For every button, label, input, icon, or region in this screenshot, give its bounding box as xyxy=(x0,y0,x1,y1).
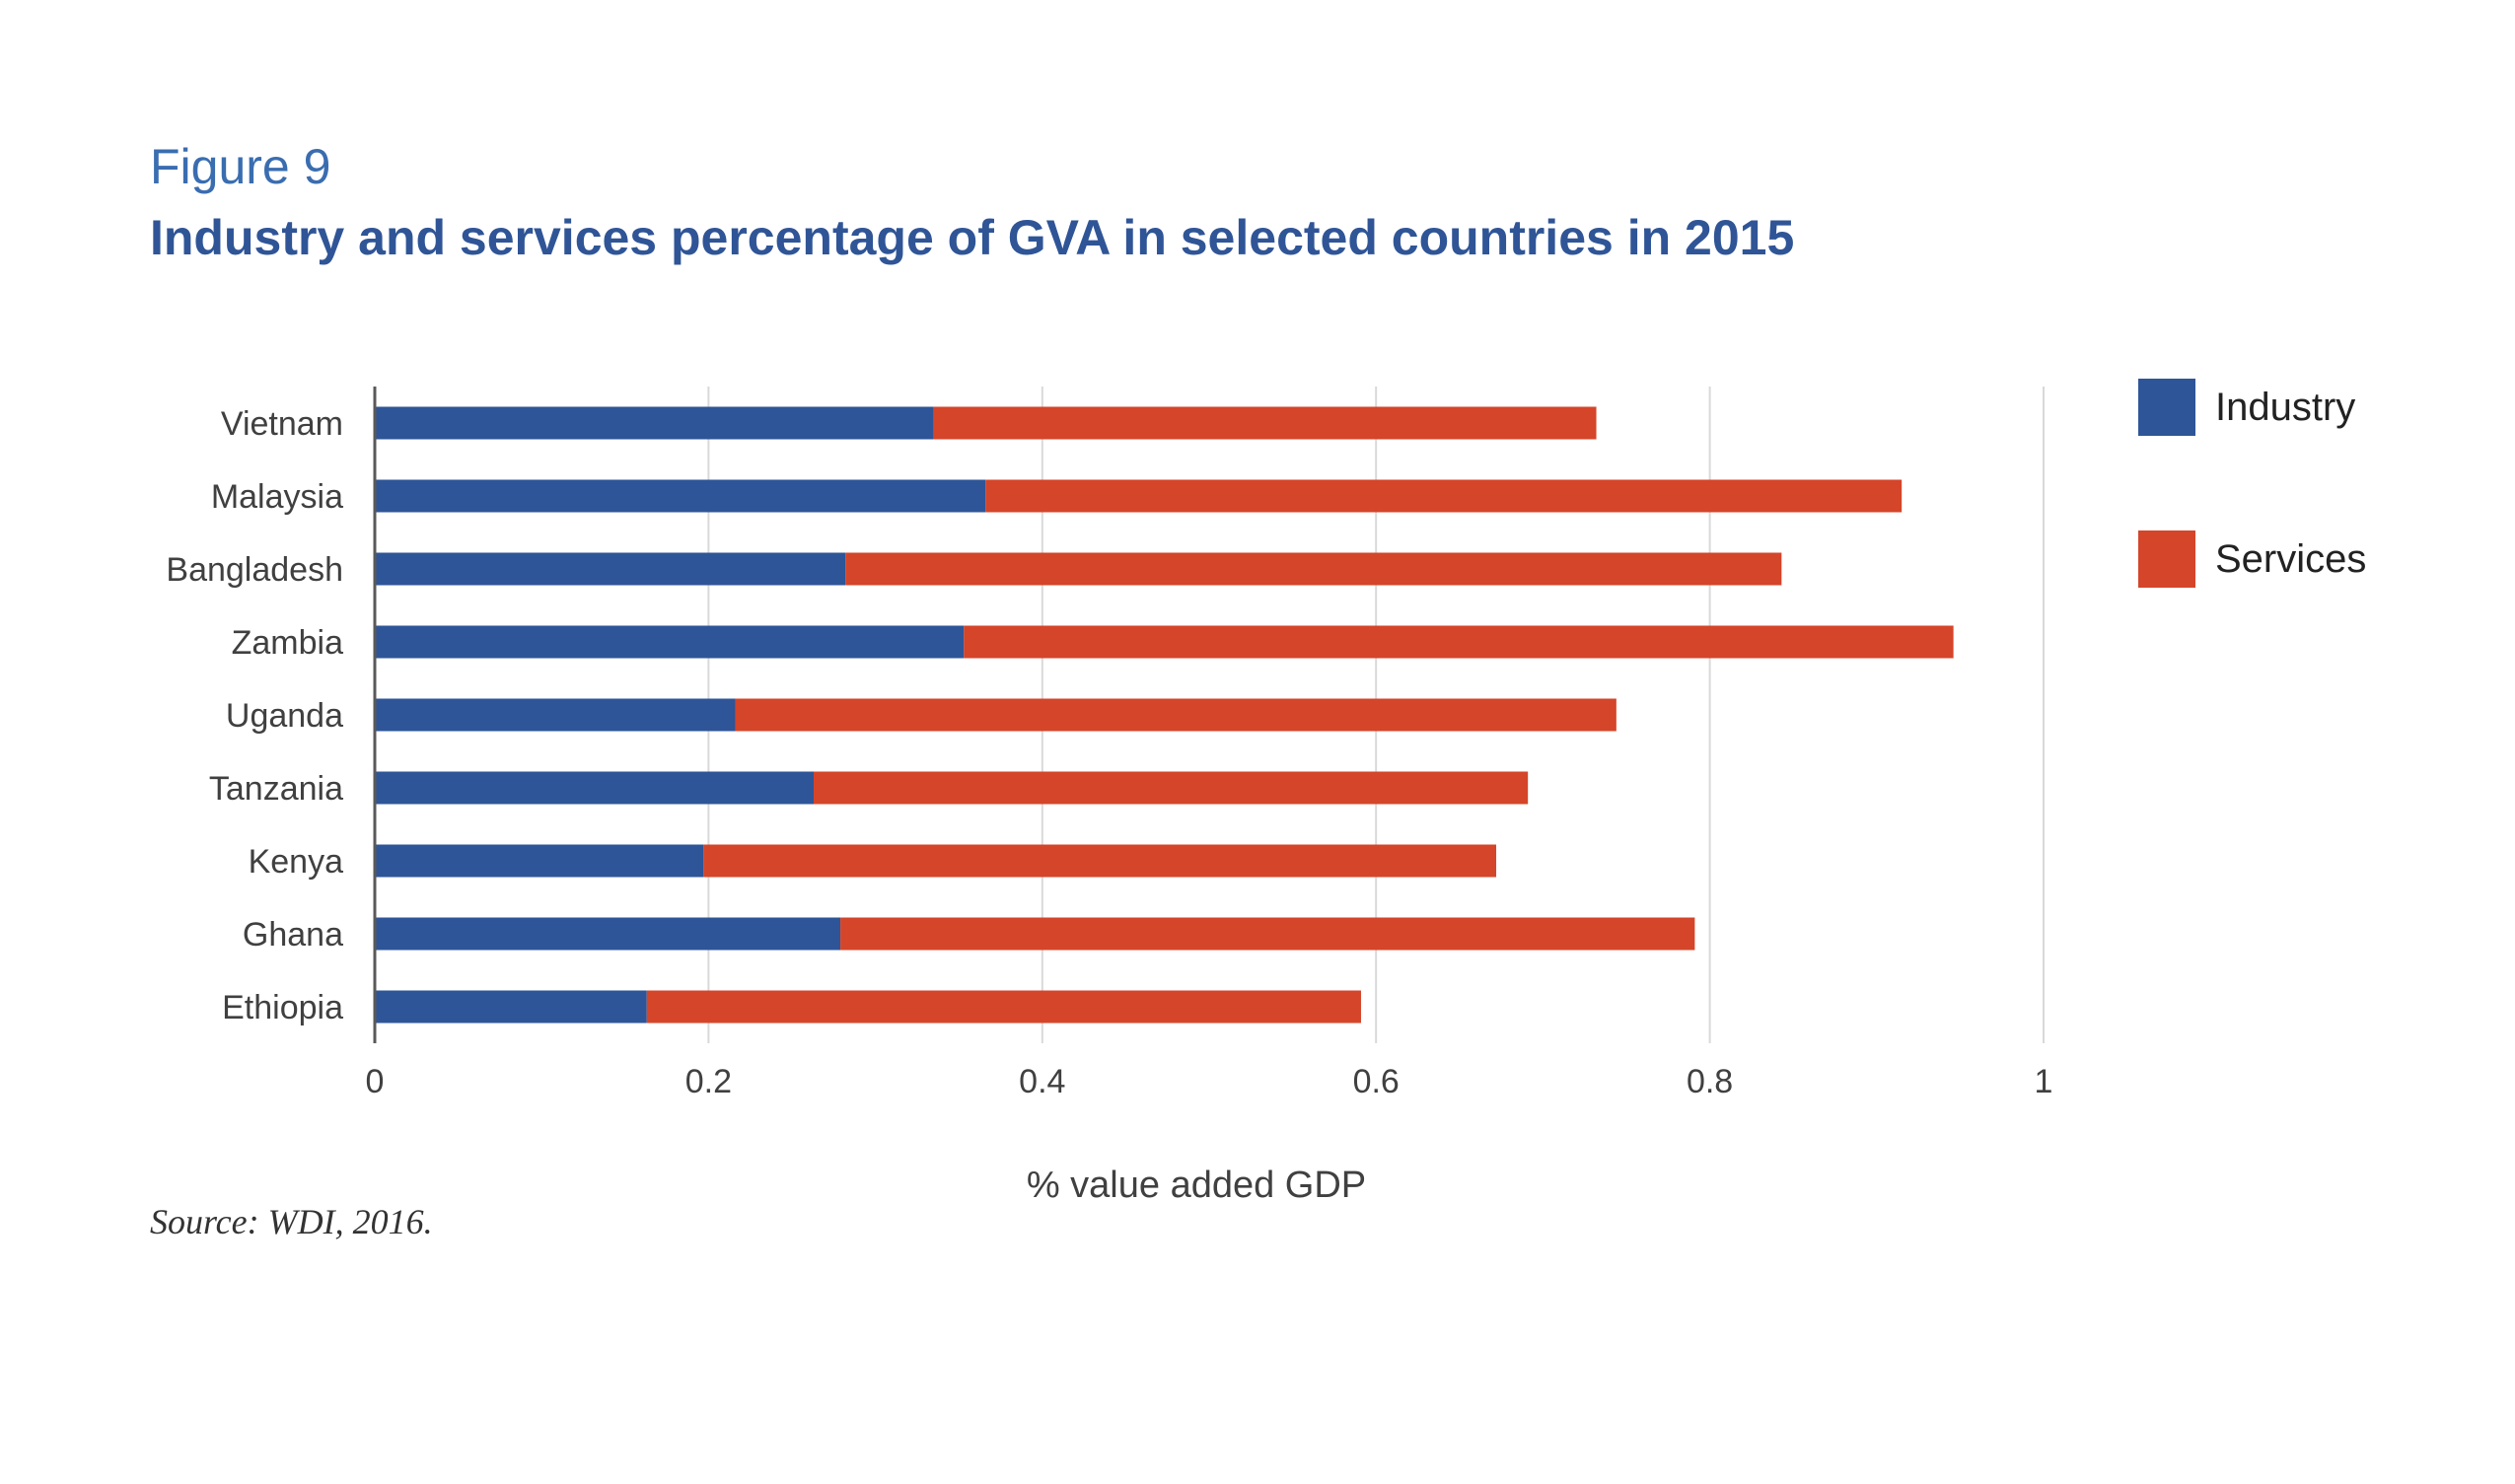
chart-title: Industry and services percentage of GVA … xyxy=(150,210,1795,265)
category-label-uganda: Uganda xyxy=(226,697,343,735)
category-label-bangladesh: Bangladesh xyxy=(166,551,343,589)
x-tick-labels: 0 0.2 0.4 0.6 0.8 1 xyxy=(366,1063,2053,1100)
category-label-malaysia: Malaysia xyxy=(211,478,343,516)
x-axis-label: % value added GDP xyxy=(1027,1165,1366,1206)
category-label-kenya: Kenya xyxy=(249,843,343,881)
source-note: Source: WDI, 2016. xyxy=(150,1202,433,1241)
category-label-zambia: Zambia xyxy=(232,624,343,662)
industry-bar-vietnam xyxy=(375,406,934,440)
legend-label-services: Services xyxy=(2215,537,2366,581)
bars xyxy=(375,406,1954,1024)
x-tick-label: 1 xyxy=(2035,1063,2053,1100)
services-bar-malaysia xyxy=(985,479,1903,513)
services-bar-tanzania xyxy=(813,771,1529,805)
x-tick-label: 0.2 xyxy=(685,1063,732,1100)
services-bar-vietnam xyxy=(933,406,1597,440)
industry-bar-malaysia xyxy=(375,479,986,513)
industry-bar-kenya xyxy=(375,844,704,878)
category-label-ethiopia: Ethiopia xyxy=(222,989,343,1026)
services-bar-ethiopia xyxy=(646,990,1361,1024)
x-tick-label: 0.4 xyxy=(1019,1063,1065,1100)
figure-label: Figure 9 xyxy=(150,139,331,194)
legend-swatch-industry xyxy=(2138,379,2195,436)
category-label-vietnam: Vietnam xyxy=(221,405,343,443)
x-tick-label: 0.8 xyxy=(1687,1063,1733,1100)
legend: Industry Services xyxy=(2138,379,2366,588)
category-label-ghana: Ghana xyxy=(243,916,343,954)
services-bar-ghana xyxy=(840,917,1695,951)
legend-swatch-services xyxy=(2138,530,2195,588)
x-tick-label: 0 xyxy=(366,1063,385,1100)
category-labels: Vietnam Malaysia Bangladesh Zambia Uganda Tan… xyxy=(166,405,343,1026)
industry-bar-uganda xyxy=(375,698,736,732)
legend-label-industry: Industry xyxy=(2215,386,2355,429)
services-bar-kenya xyxy=(703,844,1497,878)
industry-bar-ethiopia xyxy=(375,990,647,1024)
industry-bar-bangladesh xyxy=(375,552,846,586)
industry-bar-zambia xyxy=(375,625,965,659)
services-bar-uganda xyxy=(735,698,1617,732)
category-label-tanzania: Tanzania xyxy=(209,770,343,808)
services-bar-zambia xyxy=(964,625,1954,659)
industry-bar-ghana xyxy=(375,917,841,951)
industry-bar-tanzania xyxy=(375,771,814,805)
x-tick-label: 0.6 xyxy=(1353,1063,1400,1100)
services-bar-bangladesh xyxy=(845,552,1782,586)
